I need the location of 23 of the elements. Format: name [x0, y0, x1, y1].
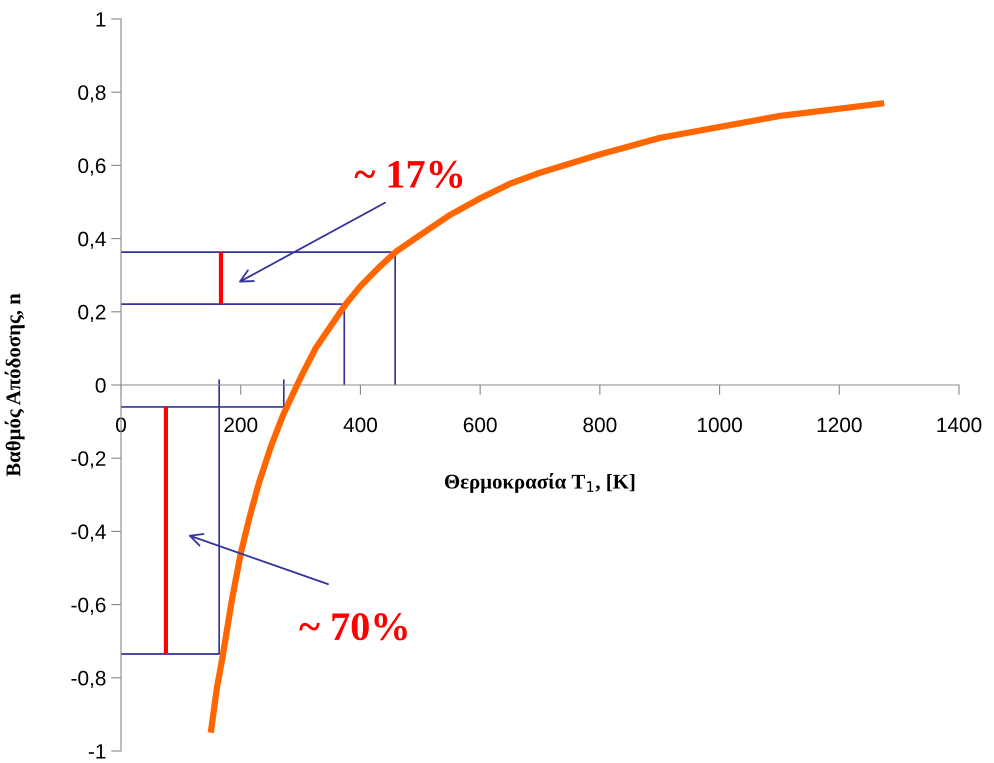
x-tick-label: 1400 — [937, 417, 982, 432]
x-axis-title: Θερμοκρασία T$_{1}$, [K] — [444, 473, 634, 493]
y-tick-label: -1 — [88, 744, 106, 759]
y-tick-label: 0,8 — [78, 85, 106, 102]
y-tick-label: -0,6 — [71, 598, 106, 615]
x-tick-label: 800 — [583, 417, 616, 432]
y-tick-label: 0,2 — [78, 304, 106, 322]
x-tick-label: 1200 — [818, 417, 862, 432]
y-tick-label: 0,6 — [78, 158, 106, 176]
y-tick-label: -0,2 — [71, 451, 106, 468]
y-tick-label: 0 — [96, 378, 106, 393]
x-tick-label: 1000 — [698, 417, 742, 432]
x-tick-label: 200 — [224, 417, 258, 432]
y-tick-label: -0,8 — [71, 670, 106, 688]
y-tick-label: 1 — [96, 12, 106, 27]
x-tick-label: 400 — [344, 417, 377, 432]
annotation: ~ 17% — [354, 160, 462, 188]
y-axis-title: Βαθμός Απόδοσης, n — [4, 294, 25, 476]
y-tick-label: -0,4 — [71, 524, 106, 542]
annotation: ~ 70% — [299, 613, 407, 640]
x-tick-label: 0 — [116, 417, 126, 432]
y-tick-label: 0,4 — [78, 232, 106, 249]
x-tick-label: 600 — [464, 417, 497, 432]
